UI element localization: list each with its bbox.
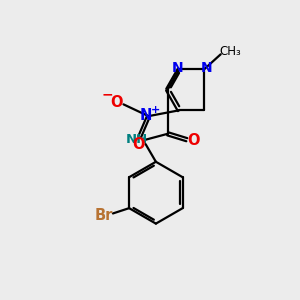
Text: O: O	[132, 136, 145, 152]
Text: CH₃: CH₃	[219, 45, 241, 58]
Text: O: O	[187, 133, 200, 148]
Text: N: N	[140, 108, 152, 123]
Text: Br: Br	[94, 208, 113, 223]
Text: +: +	[150, 105, 160, 115]
Text: O: O	[110, 95, 122, 110]
Text: N: N	[172, 61, 184, 75]
Text: N: N	[201, 61, 213, 75]
Text: NH: NH	[126, 133, 148, 146]
Text: −: −	[101, 87, 113, 101]
